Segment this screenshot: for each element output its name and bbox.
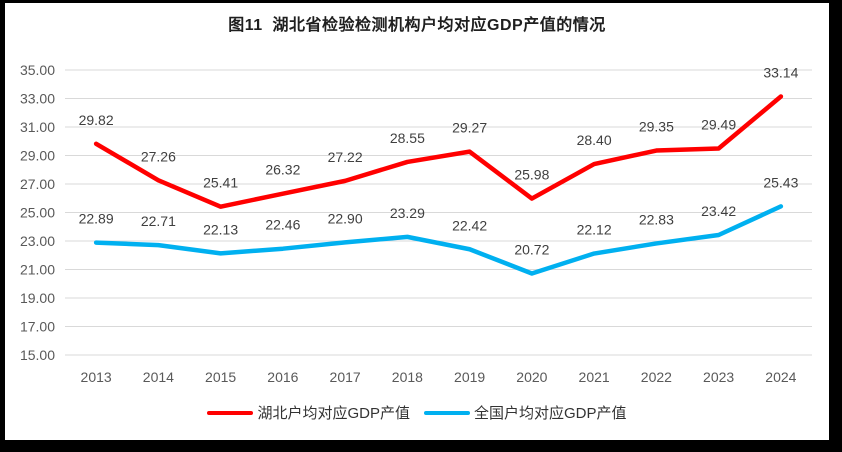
x-axis-tick-label: 2015 <box>205 369 236 385</box>
x-axis-tick-label: 2013 <box>81 369 112 385</box>
data-label: 22.71 <box>141 213 176 229</box>
data-label: 22.12 <box>577 222 612 238</box>
x-axis-tick-label: 2016 <box>267 369 298 385</box>
data-label: 22.83 <box>639 211 674 227</box>
x-axis-tick-label: 2022 <box>641 369 672 385</box>
data-label: 25.98 <box>514 167 549 183</box>
data-label: 23.42 <box>701 203 736 219</box>
x-axis-tick-label: 2024 <box>765 369 796 385</box>
y-axis-tick-label: 31.00 <box>20 119 55 135</box>
data-label: 25.41 <box>203 175 238 191</box>
x-axis-tick-label: 2023 <box>703 369 734 385</box>
y-axis-tick-label: 17.00 <box>20 319 55 335</box>
data-label: 29.35 <box>639 119 674 135</box>
y-axis-tick-label: 25.00 <box>20 205 55 221</box>
x-axis-tick-label: 2019 <box>454 369 485 385</box>
data-label: 22.90 <box>328 210 363 226</box>
data-label: 22.46 <box>265 217 300 233</box>
data-label: 28.55 <box>390 130 425 146</box>
legend-label: 湖北户均对应GDP产值 <box>257 405 410 422</box>
legend-item: 湖北户均对应GDP产值 <box>207 402 410 423</box>
data-label: 29.82 <box>79 112 114 128</box>
data-label: 22.13 <box>203 221 238 237</box>
data-label: 27.22 <box>328 149 363 165</box>
y-axis-tick-label: 21.00 <box>20 262 55 278</box>
x-axis-tick-label: 2018 <box>392 369 423 385</box>
data-label: 27.26 <box>141 148 176 164</box>
x-axis-tick-label: 2017 <box>330 369 361 385</box>
y-axis-tick-label: 15.00 <box>20 347 55 363</box>
chart-title: 图11 湖北省检验检测机构户均对应GDP产值的情况 <box>228 17 606 34</box>
legend-line-swatch <box>424 410 470 415</box>
y-axis-tick-label: 29.00 <box>20 148 55 164</box>
line-chart-plot-area: 15.00 17.00 19.00 21.00 23.00 25.00 27.00 29.00… <box>20 62 812 385</box>
data-label: 22.42 <box>452 217 487 233</box>
y-axis-tick-label: 35.00 <box>20 62 55 78</box>
legend-line-swatch <box>207 410 254 415</box>
data-label: 20.72 <box>514 241 549 257</box>
legend-item: 全国户均对应GDP产值 <box>424 402 627 423</box>
data-label: 25.43 <box>763 174 798 190</box>
y-axis-tick-label: 27.00 <box>20 176 55 192</box>
data-label: 29.27 <box>452 120 487 136</box>
y-axis-tick-label: 33.00 <box>20 91 55 107</box>
data-label: 28.40 <box>577 132 612 148</box>
x-axis-tick-label: 2014 <box>143 369 174 385</box>
x-axis-tick-label: 2020 <box>516 369 547 385</box>
legend-label: 全国户均对应GDP产值 <box>474 405 627 422</box>
data-label: 22.89 <box>79 211 114 227</box>
data-label: 33.14 <box>763 65 798 81</box>
x-axis-tick-label: 2021 <box>579 369 610 385</box>
y-axis-tick-label: 23.00 <box>20 233 55 249</box>
data-label: 23.29 <box>390 205 425 221</box>
series-line <box>93 94 784 209</box>
y-axis-tick-label: 19.00 <box>20 290 55 306</box>
chart-legend: 湖北户均对应GDP产值 全国户均对应GDP产值 <box>5 402 829 423</box>
series-line <box>93 204 784 276</box>
data-label: 29.49 <box>701 117 736 133</box>
data-label: 26.32 <box>265 162 300 178</box>
